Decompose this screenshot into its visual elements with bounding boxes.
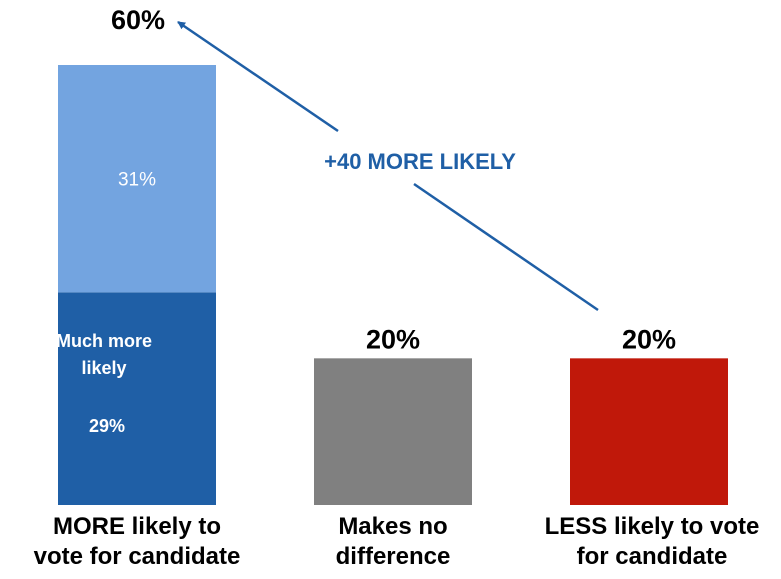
category-label: MORE likely to vote for candidate <box>7 512 267 572</box>
category-label-line: for candidate <box>576 543 728 570</box>
segment-value-label: 29% <box>89 416 125 436</box>
bar-total-label: 60% <box>111 5 165 35</box>
category-label: LESS likely to vote for candidate <box>522 512 781 572</box>
bar-segment <box>58 65 216 293</box>
bar-total-label: 20% <box>366 324 420 354</box>
bar-total-label: 20% <box>622 324 676 354</box>
segment-series-label: likely <box>81 358 126 378</box>
labels-layer: 29% 31% Much more likely 60% 20% 20% <box>56 5 676 436</box>
category-label-line: vote for candidate <box>33 543 241 570</box>
bar-segment <box>314 358 472 505</box>
category-label-line: LESS likely to vote <box>544 513 760 540</box>
bars-layer <box>58 65 728 505</box>
annotation-arrow <box>177 20 339 133</box>
annotation-arrow-line <box>413 182 599 312</box>
segment-value-label: 31% <box>118 170 156 191</box>
category-label-line: difference <box>335 543 451 570</box>
category-label-line: Makes no <box>338 513 448 540</box>
category-label-line: MORE likely to <box>52 513 222 540</box>
annotation-layer: +40 MORE LIKELY <box>177 20 599 312</box>
annotation-label: +40 MORE LIKELY <box>324 149 516 174</box>
category-label: Makes no difference <box>263 512 523 572</box>
bar-segment <box>58 292 216 505</box>
segment-series-label: Much more <box>56 331 152 351</box>
bar-segment <box>570 358 728 505</box>
